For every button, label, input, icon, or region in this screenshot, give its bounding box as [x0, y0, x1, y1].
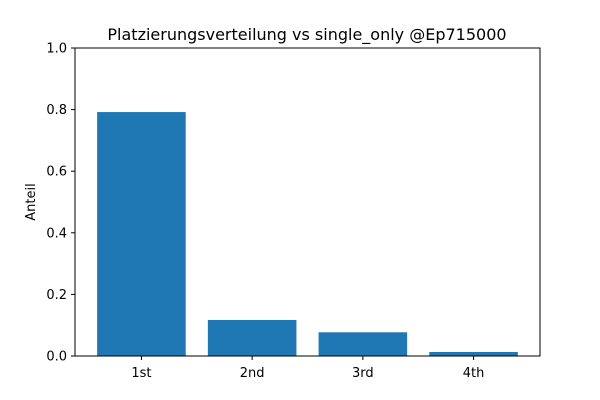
y-tick-label: 0.2 — [46, 288, 67, 303]
y-axis-label: Anteil — [24, 183, 39, 220]
plot-area: 1st 2nd 3rd 4th 0.0 0.2 0.4 0.6 0.8 1.0 — [46, 42, 541, 381]
axes-frame — [74, 47, 541, 357]
y-tick-label: 0.8 — [46, 103, 67, 118]
y-tick-label: 0.4 — [46, 226, 67, 241]
x-tick-label: 2nd — [240, 366, 265, 381]
y-tick-label: 1.0 — [46, 42, 67, 57]
y-tick-label: 0.0 — [46, 350, 67, 365]
x-tick-label: 4th — [463, 366, 485, 381]
chart-title: Platzierungsverteilung vs single_only @E… — [107, 25, 506, 45]
x-tick-label: 1st — [131, 366, 151, 381]
bar-3rd — [318, 332, 408, 356]
bar-1st — [97, 112, 186, 356]
x-tick-label: 3rd — [352, 366, 374, 381]
bar-2nd — [207, 319, 297, 356]
y-tick-label: 0.6 — [46, 165, 67, 180]
bar-4th — [429, 352, 518, 356]
